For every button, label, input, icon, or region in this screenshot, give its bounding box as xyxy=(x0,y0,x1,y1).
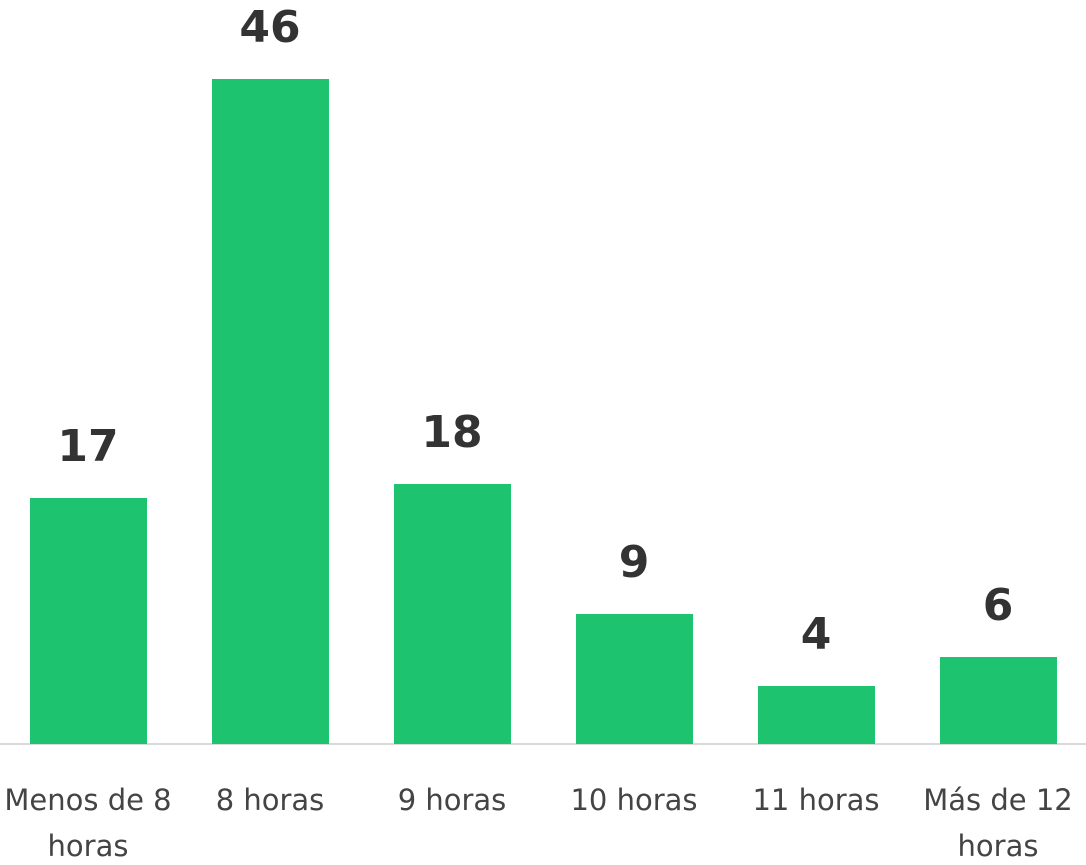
value-label: 4 xyxy=(800,609,832,661)
bar xyxy=(211,79,329,744)
value-label: 9 xyxy=(618,536,650,588)
bar xyxy=(29,498,147,744)
bar xyxy=(393,483,511,744)
x-tick-label: 8 horas xyxy=(215,783,325,817)
value-label: 17 xyxy=(57,421,119,473)
bar xyxy=(939,657,1057,744)
x-tick-label: 10 horas xyxy=(570,783,698,817)
bar xyxy=(757,686,875,744)
value-label: 46 xyxy=(239,2,301,53)
value-label: 18 xyxy=(421,406,483,458)
baseline xyxy=(0,743,1086,745)
x-tick-label: 11 horas xyxy=(752,783,880,817)
x-tick-label: 9 horas xyxy=(397,783,507,817)
x-tick-label: Menos de 8 horas xyxy=(4,783,172,863)
bar xyxy=(575,613,693,744)
value-label: 6 xyxy=(982,580,1014,632)
x-tick-label: Más de 12 horas xyxy=(923,783,1073,863)
